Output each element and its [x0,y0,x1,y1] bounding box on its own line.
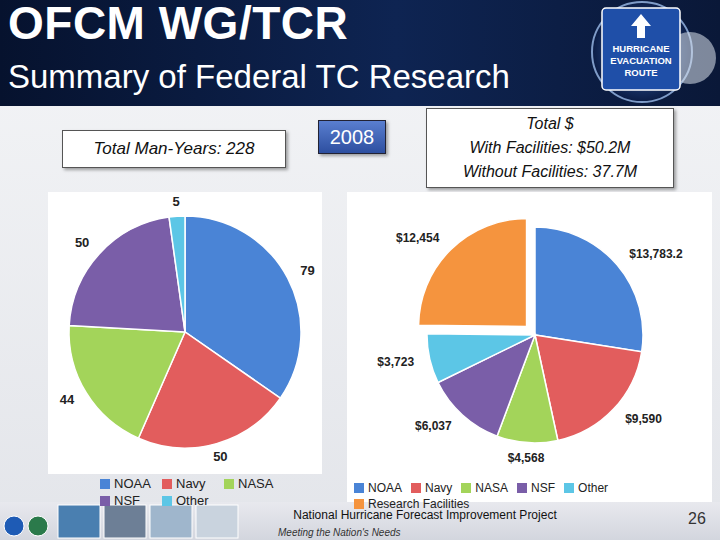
svg-text:$6,037: $6,037 [415,419,452,433]
svg-text:44: 44 [60,392,75,407]
svg-text:50: 50 [75,235,89,250]
html-text:NOAA: NOAA [114,476,151,491]
svg-text:$13,783.2: $13,783.2 [629,247,683,261]
svg-text:$3,723: $3,723 [377,355,414,369]
html-text:NOAA: NOAA [368,481,402,495]
html-text:Other: Other [176,493,209,508]
html-text:National Hurricane Forecast Im: National Hurricane Forecast Improvement … [293,508,557,522]
html-text:Navy: Navy [425,481,453,495]
html-text:Navy: Navy [176,476,206,491]
svg-text:ROUTE: ROUTE [624,67,657,78]
html-text:With Facilities: $50.2M: With Facilities: $50.2M [469,139,631,156]
svg-text:5: 5 [172,194,179,209]
svg-text:EVACUATION: EVACUATION [610,55,672,66]
svg-text:$4,568: $4,568 [508,451,545,465]
html-text:Total Man-Years: 228: Total Man-Years: 228 [93,139,255,158]
html-text:NASA: NASA [475,481,508,495]
html-text:Without Facilities: 37.7M: Without Facilities: 37.7M [462,163,638,180]
svg-text:79: 79 [300,263,314,278]
svg-text:$9,590: $9,590 [625,412,662,426]
html-text:Other: Other [578,481,609,495]
html-text:NSF: NSF [531,481,555,495]
svg-text:$12,454: $12,454 [396,230,440,244]
svg-text:50: 50 [213,449,227,464]
html-text:Meeting the Nation's Needs: Meeting the Nation's Needs [278,527,401,538]
html-text:NASA: NASA [238,476,274,491]
html-text:Research Facilities: Research Facilities [368,497,470,511]
html-text:Total $: Total $ [526,115,574,132]
svg-text:HURRICANE: HURRICANE [613,43,670,54]
html-text:NSF: NSF [114,493,140,508]
html-text:26: 26 [688,510,706,527]
html-text:2008: 2008 [329,126,375,148]
html-text:Summary of Federal TC Research: Summary of Federal TC Research [8,58,510,95]
